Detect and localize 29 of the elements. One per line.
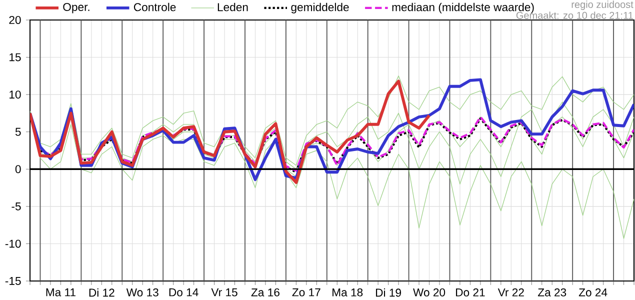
y-tick-label: 5	[15, 128, 21, 136]
text: regio zuidoost	[572, 0, 634, 10]
x-tick-label: Za 16	[251, 288, 280, 296]
legend-label: Controle	[134, 2, 176, 12]
x-tick-label: Do 14	[169, 288, 198, 296]
x-tick-label: Vr 15	[211, 288, 238, 296]
legend-label: gemiddelde	[291, 2, 349, 14]
y-tick-label: 10	[10, 90, 21, 99]
y-tick-label: -5	[12, 202, 21, 210]
x-tick-label: Wo 20	[413, 288, 446, 296]
y-tick-label: 0	[15, 165, 21, 174]
x-tick-label: Ma 18	[332, 288, 363, 296]
legend-label: mediaan (middelste waarde)	[392, 2, 534, 14]
y-tick-label: -10	[5, 240, 21, 248]
x-tick-label: Di 12	[89, 288, 114, 297]
y-tick-label: 15	[10, 53, 21, 62]
y-tick-label: 20	[9, 16, 21, 24]
text: Gemaakt: zo 10 dec 21:11	[516, 12, 633, 19]
legend-label: Leden	[218, 2, 248, 12]
x-tick-label: Zo 17	[292, 288, 320, 296]
y-tick-label: -15	[5, 277, 21, 285]
x-tick-label: Do 21	[456, 288, 485, 296]
x-tick-label: Ma 11	[46, 288, 76, 296]
x-tick-label: Zo 24	[578, 288, 608, 296]
x-tick-label: Di 19	[376, 288, 401, 297]
x-tick-label: Vr 22	[498, 288, 524, 296]
legend-label: Oper.	[63, 3, 90, 14]
x-tick-label: Wo 13	[126, 288, 158, 296]
x-tick-label: Za 23	[538, 288, 566, 296]
